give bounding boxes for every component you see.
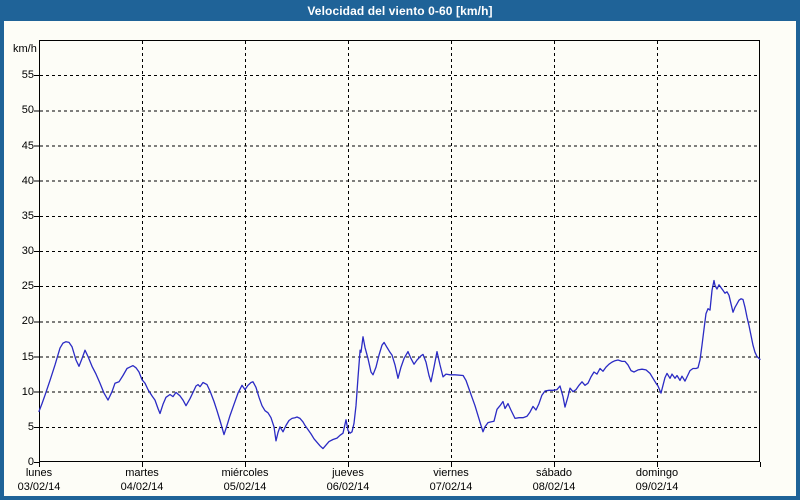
y-axis-tick-label: 0 <box>27 456 34 468</box>
wind-speed-chart <box>34 40 761 467</box>
wind-speed-line <box>38 279 761 450</box>
window-title: Velocidad del viento 0-60 [km/h] <box>307 3 493 18</box>
y-axis-tick-label: 50 <box>21 104 34 117</box>
y-axis-tick-label: 25 <box>21 280 34 293</box>
y-axis-tick-label: 30 <box>21 245 34 257</box>
y-axis-tick-label: 5 <box>27 420 34 433</box>
x-axis-date-label: 03/02/14 <box>17 481 61 493</box>
y-axis-tick-label: 15 <box>21 350 34 363</box>
x-axis-date-label: 04/02/14 <box>120 481 164 493</box>
x-axis-day-label: jueves <box>332 467 364 479</box>
plot-area <box>33 40 766 469</box>
x-axis-day-label: viernes <box>433 467 469 479</box>
chart-panel: km/h 0 5 10 15 20 25 30 35 40 45 50 55 lunes 03/02/1… <box>4 21 796 496</box>
y-axis-tick-label: 20 <box>21 315 34 328</box>
y-axis-tick-label: 55 <box>21 69 34 82</box>
y-axis-unit-label: km/h <box>13 43 37 55</box>
window-title-bar: Velocidad del viento 0-60 [km/h] <box>0 0 800 21</box>
plot-border <box>39 40 760 462</box>
x-axis-day-label: lunes <box>25 467 53 479</box>
y-axis-tick-label: 35 <box>21 209 34 222</box>
x-axis-day-label: martes <box>125 467 159 479</box>
x-axis-date-label: 09/02/14 <box>635 481 679 493</box>
x-axis-date-label: 07/02/14 <box>429 481 473 493</box>
x-axis-date-label: 05/02/14 <box>223 481 267 493</box>
x-axis-date-label: 06/02/14 <box>326 481 370 493</box>
y-axis-tick-label: 40 <box>21 174 34 187</box>
x-axis-date-label: 08/02/14 <box>532 481 576 493</box>
plot-background <box>39 40 760 462</box>
x-axis-day-label: sábado <box>535 467 573 479</box>
x-axis-day-label: miércoles <box>221 467 269 479</box>
x-axis-day-label: domingo <box>635 467 679 479</box>
y-axis-tick-label: 45 <box>21 139 34 152</box>
y-axis-tick-label: 10 <box>21 385 34 398</box>
